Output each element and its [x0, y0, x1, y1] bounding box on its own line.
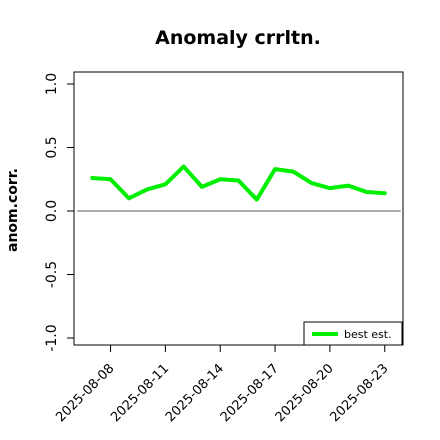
y-axis-label: anom.corr.	[5, 168, 21, 252]
series-line-best-est	[90, 164, 387, 202]
data-point	[128, 197, 130, 199]
y-axis: -1.0 -0.5 0.0 0.5 1.0	[44, 73, 74, 352]
data-point	[219, 178, 221, 180]
data-point	[238, 180, 239, 182]
x-tick-label: 2025-08-20	[273, 361, 337, 425]
x-tick-label: 2025-08-11	[108, 361, 172, 425]
y-tick-label: 1.0	[44, 73, 60, 95]
data-point	[110, 178, 112, 180]
data-point	[201, 186, 203, 188]
legend-label: best est.	[344, 328, 392, 341]
series-layer	[90, 164, 387, 202]
data-point	[311, 182, 313, 184]
y-tick-label: 0.0	[44, 200, 60, 222]
y-tick-label: 0.5	[44, 136, 60, 158]
x-tick-label: 2025-08-08	[53, 361, 117, 425]
x-tick-label: 2025-08-14	[163, 361, 227, 425]
y-tick-label: -1.0	[44, 324, 60, 351]
plot-frame	[73, 71, 404, 346]
data-point	[146, 188, 148, 190]
y-tick-label: -0.5	[44, 261, 60, 288]
data-point	[292, 171, 294, 173]
x-axis: 2025-08-082025-08-112025-08-142025-08-17…	[53, 345, 392, 425]
chart-title: Anomaly crrltn.	[155, 27, 321, 49]
data-point	[183, 166, 185, 168]
data-point	[347, 185, 349, 187]
legend-box	[303, 321, 403, 346]
data-point	[164, 183, 166, 185]
legend: best est.	[303, 321, 403, 346]
data-point	[365, 191, 367, 193]
x-tick-label: 2025-08-17	[218, 361, 282, 425]
x-tick-label: 2025-08-23	[328, 361, 392, 425]
data-point	[329, 187, 331, 189]
data-point	[384, 192, 386, 194]
data-point	[91, 177, 93, 179]
data-point	[274, 168, 276, 170]
data-point	[256, 199, 258, 201]
